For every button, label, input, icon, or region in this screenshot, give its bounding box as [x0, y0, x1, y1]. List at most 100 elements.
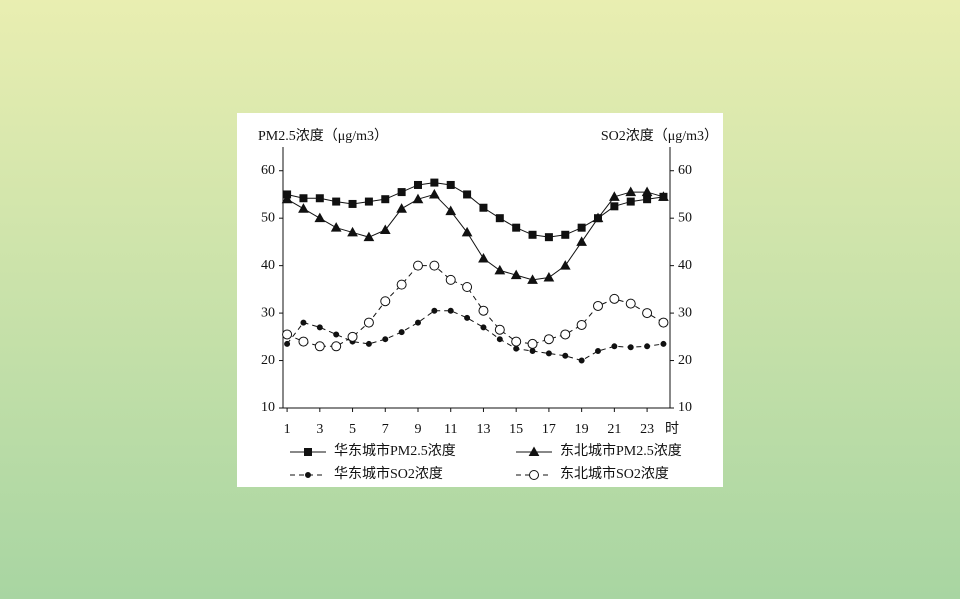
- y2-tick-label: 30: [678, 305, 692, 320]
- y2-tick-label: 50: [678, 210, 692, 225]
- legend-marker: [305, 472, 311, 478]
- marker: [494, 264, 506, 275]
- marker: [363, 231, 375, 242]
- marker: [445, 205, 457, 216]
- legend-label: 东北城市SO2浓度: [560, 465, 669, 482]
- legend-marker: [528, 446, 540, 456]
- marker: [562, 352, 569, 359]
- y-tick-label: 60: [261, 163, 275, 178]
- marker: [445, 274, 456, 285]
- marker: [461, 226, 473, 237]
- marker: [593, 300, 603, 311]
- marker: [330, 222, 342, 232]
- marker: [642, 308, 653, 319]
- marker: [545, 350, 552, 357]
- marker: [415, 319, 421, 326]
- x-tick-label: 11: [444, 422, 457, 437]
- marker: [478, 305, 489, 316]
- marker: [282, 329, 293, 340]
- x-tick-label: 19: [575, 422, 589, 437]
- y-tick-label: 20: [261, 353, 275, 368]
- marker: [512, 223, 521, 232]
- marker: [462, 281, 473, 292]
- marker: [495, 214, 504, 223]
- x-tick-label: 1: [284, 422, 291, 437]
- marker: [576, 319, 587, 330]
- marker: [347, 226, 358, 237]
- marker: [300, 319, 307, 326]
- marker: [609, 293, 620, 304]
- marker: [396, 279, 407, 290]
- legend-marker: [529, 470, 539, 480]
- marker: [479, 203, 488, 212]
- marker: [511, 336, 522, 347]
- marker: [347, 331, 358, 342]
- marker: [478, 252, 489, 263]
- marker: [464, 314, 471, 321]
- legend-label: 华东城市PM2.5浓度: [334, 442, 456, 459]
- marker: [398, 329, 405, 336]
- x-tick-label: 7: [382, 422, 389, 437]
- marker: [578, 357, 585, 364]
- marker: [298, 203, 309, 213]
- marker: [592, 212, 604, 223]
- marker: [658, 191, 669, 201]
- marker: [446, 180, 455, 189]
- marker: [314, 212, 326, 223]
- x-tick-label: 17: [542, 422, 556, 437]
- marker: [396, 203, 407, 213]
- marker: [363, 317, 374, 328]
- y2-tick-label: 10: [678, 400, 692, 415]
- marker: [513, 345, 520, 352]
- marker: [412, 193, 424, 204]
- marker: [658, 317, 669, 328]
- marker: [609, 191, 620, 201]
- y-tick-label: 50: [261, 210, 275, 225]
- marker: [494, 324, 505, 335]
- marker: [510, 269, 522, 280]
- marker: [333, 331, 340, 338]
- marker: [611, 343, 618, 350]
- marker: [314, 341, 325, 352]
- marker: [527, 338, 538, 349]
- y-tick-label: 40: [261, 258, 275, 273]
- marker: [627, 344, 634, 351]
- marker: [559, 260, 571, 270]
- x-tick-label: 13: [476, 422, 490, 437]
- marker: [595, 348, 601, 355]
- marker: [299, 194, 308, 203]
- x-tick-label: 15: [509, 422, 523, 437]
- marker: [544, 233, 553, 242]
- legend-label: 东北城市PM2.5浓度: [560, 442, 682, 459]
- marker: [331, 341, 342, 352]
- marker: [379, 224, 391, 235]
- marker: [447, 307, 454, 314]
- series-line: [286, 191, 664, 281]
- marker: [529, 348, 536, 355]
- marker: [463, 190, 472, 199]
- chart-panel: [237, 113, 723, 487]
- marker: [429, 260, 440, 271]
- marker: [315, 194, 324, 203]
- x-tick-label: 9: [415, 422, 422, 437]
- marker: [643, 195, 652, 204]
- x-axis-title: 时: [665, 421, 679, 437]
- marker: [316, 324, 323, 331]
- marker: [543, 334, 554, 345]
- marker: [430, 178, 439, 187]
- marker: [560, 329, 571, 340]
- y2-tick-label: 60: [678, 163, 692, 178]
- marker: [625, 298, 636, 309]
- axis-frame: [282, 147, 671, 409]
- marker: [284, 340, 291, 347]
- marker: [625, 186, 637, 197]
- marker: [397, 188, 406, 197]
- x-tick-label: 3: [316, 422, 323, 437]
- marker: [431, 307, 438, 314]
- marker: [644, 343, 651, 350]
- marker: [382, 336, 389, 343]
- legend-label: 华东城市SO2浓度: [334, 465, 443, 482]
- y2-tick-label: 20: [678, 353, 692, 368]
